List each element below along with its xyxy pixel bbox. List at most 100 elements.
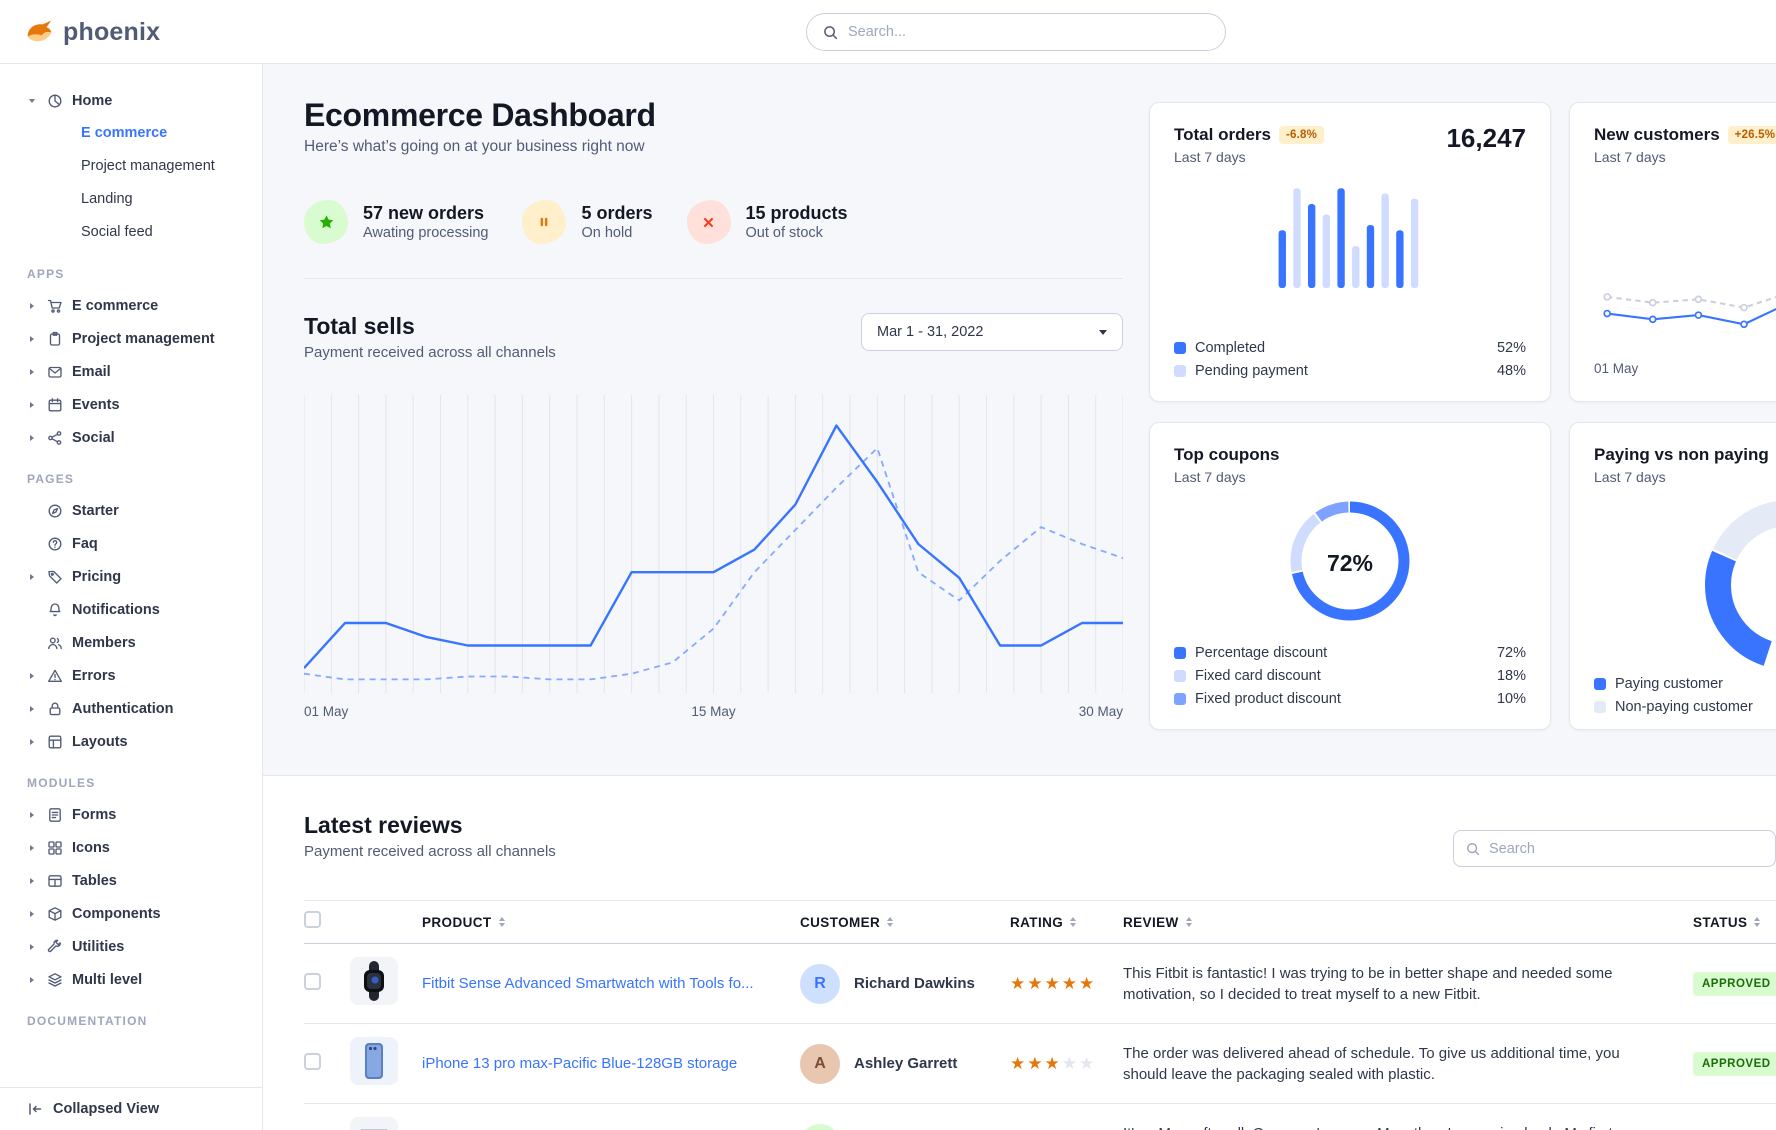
total-sells-subtitle: Payment received across all channels — [304, 344, 556, 362]
sidebar-item-label: Components — [72, 905, 161, 922]
sidebar-subitem-project-management[interactable]: Project management — [81, 157, 215, 174]
sidebar-item-multi-level[interactable]: Multi level — [0, 963, 262, 996]
row-checkbox[interactable] — [304, 1052, 321, 1070]
sidebar-subitem-ecommerce[interactable]: E commerce — [81, 124, 168, 141]
chevron-right-icon — [26, 432, 37, 443]
sidebar-item-label: Starter — [72, 502, 119, 519]
reviews-search-input[interactable] — [1489, 840, 1763, 857]
legend-label: Completed — [1195, 340, 1266, 356]
legend-row: Fixed card discount 18% — [1174, 668, 1526, 684]
layout-icon — [46, 733, 63, 750]
total-orders-legend: Completed 52% Pending payment 48% — [1174, 326, 1526, 379]
layers-icon — [46, 971, 63, 988]
sidebar-item-label: Pricing — [72, 568, 122, 585]
column-header-product[interactable]: PRODUCT — [422, 915, 800, 930]
table-icon — [46, 872, 63, 889]
brand[interactable]: phoenix — [24, 0, 160, 64]
sidebar-item-utilities[interactable]: Utilities — [0, 930, 262, 963]
compass-icon — [46, 502, 63, 519]
reviews-search[interactable] — [1453, 830, 1776, 867]
sidebar-item-layouts[interactable]: Layouts — [0, 725, 262, 758]
dashboard-section: Ecommerce Dashboard Here’s what’s going … — [263, 64, 1776, 776]
product-link[interactable]: Fitbit Sense Advanced Smartwatch with To… — [422, 974, 754, 992]
sidebar-item-tables[interactable]: Tables — [0, 864, 262, 897]
donut-svg — [1290, 501, 1410, 621]
search-icon — [1466, 842, 1480, 856]
sort-icon — [1186, 917, 1192, 927]
review-row: iPhone 13 pro max-Pacific Blue-128GB sto… — [304, 1024, 1776, 1104]
sidebar-item-icons[interactable]: Icons — [0, 831, 262, 864]
global-search-input[interactable] — [848, 24, 1209, 40]
sidebar-subitem-social-feed[interactable]: Social feed — [81, 223, 153, 240]
sidebar-item-pricing[interactable]: Pricing — [0, 560, 262, 593]
sidebar-item-errors[interactable]: Errors — [0, 659, 262, 692]
latest-reviews-subtitle: Payment received across all channels — [304, 843, 556, 860]
stat-caption: On hold — [581, 225, 633, 242]
column-header-review[interactable]: REVIEW — [1123, 915, 1693, 930]
legend-swatch — [1174, 670, 1186, 682]
page-subtitle: Here’s what’s going on at your business … — [304, 138, 645, 156]
column-header-rating[interactable]: RATING — [1010, 915, 1123, 930]
sidebar-item-forms[interactable]: Forms — [0, 798, 262, 831]
pause-icon — [522, 200, 567, 245]
card-period: Last 7 days — [1174, 469, 1246, 485]
x-tick: 01 May — [1594, 361, 1639, 376]
sidebar-item-events[interactable]: Events — [0, 388, 262, 421]
sidebar-item-project-management-app[interactable]: Project management — [0, 322, 262, 355]
x-tick: 01 May — [304, 704, 349, 720]
chevron-right-icon — [26, 333, 37, 344]
date-range-value: Mar 1 - 31, 2022 — [877, 324, 984, 341]
collapse-view-button[interactable]: Collapsed View — [27, 1101, 262, 1117]
sidebar-item-social[interactable]: Social — [0, 421, 262, 454]
sidebar-footer: Collapsed View — [0, 1087, 262, 1130]
sidebar-item-label: Authentication — [72, 700, 174, 717]
sidebar-item-home[interactable]: Home — [0, 84, 262, 117]
date-range-select[interactable]: Mar 1 - 31, 2022 — [861, 313, 1123, 352]
sidebar-item-email[interactable]: Email — [0, 355, 262, 388]
row-checkbox[interactable] — [304, 972, 321, 990]
sidebar-section-documentation: DOCUMENTATION — [27, 1014, 148, 1028]
sidebar-item-label: Notifications — [72, 601, 160, 618]
total-sells-chart-svg — [303, 395, 1124, 694]
total-sells-chart: 01 May 15 May 30 May — [303, 395, 1124, 720]
select-all-checkbox[interactable] — [304, 911, 321, 928]
card-title: New customers — [1594, 125, 1720, 144]
card-paying-vs-non-paying: Paying vs non paying Last 7 days Paying … — [1569, 422, 1776, 730]
customer-name: Ashley Garrett — [854, 1055, 958, 1072]
sidebar-item-members[interactable]: Members — [0, 626, 262, 659]
sidebar: Home E commerce Project management Landi… — [0, 64, 263, 1130]
tags-icon — [46, 568, 63, 585]
sidebar-item-authentication[interactable]: Authentication — [0, 692, 262, 725]
stat-value: 57 new orders — [363, 203, 485, 224]
product-link[interactable]: iPhone 13 pro max-Pacific Blue-128GB sto… — [422, 1054, 738, 1072]
review-row: Fitbit Sense Advanced Smartwatch with To… — [304, 944, 1776, 1024]
column-header-status[interactable]: STATUS — [1693, 915, 1776, 930]
sidebar-subitem-landing[interactable]: Landing — [81, 190, 133, 207]
paying-donut-chart — [1690, 485, 1776, 685]
sidebar-item-notifications[interactable]: Notifications — [0, 593, 262, 626]
total-orders-value: 16,247 — [1446, 123, 1526, 153]
legend-value: 72% — [1496, 645, 1526, 661]
chevron-right-icon — [26, 736, 37, 747]
legend-label: Percentage discount — [1195, 645, 1328, 661]
clipboard-icon — [46, 330, 63, 347]
sidebar-item-label: Multi level — [72, 971, 143, 988]
global-search[interactable] — [806, 13, 1226, 51]
paying-legend: Paying customer Non-paying customer — [1594, 676, 1753, 715]
box-icon — [46, 905, 63, 922]
chevron-right-icon — [26, 399, 37, 410]
chevron-down-icon — [1099, 329, 1107, 335]
sidebar-item-ecommerce-app[interactable]: E commerce — [0, 289, 262, 322]
sidebar-item-label: Project management — [72, 330, 215, 347]
sidebar-item-components[interactable]: Components — [0, 897, 262, 930]
card-top-coupons: Top coupons Last 7 days 72% Percentage d… — [1149, 422, 1551, 730]
collapse-left-icon — [27, 1101, 43, 1117]
sidebar-item-starter[interactable]: Starter — [0, 494, 262, 527]
sort-icon — [887, 917, 893, 927]
column-header-customer[interactable]: CUSTOMER — [800, 915, 1010, 930]
shopping-cart-icon — [46, 297, 63, 314]
review-text: The order was delivered ahead of schedul… — [1123, 1044, 1620, 1083]
legend-row: Paying customer — [1594, 676, 1753, 692]
sidebar-item-faq[interactable]: Faq — [0, 527, 262, 560]
